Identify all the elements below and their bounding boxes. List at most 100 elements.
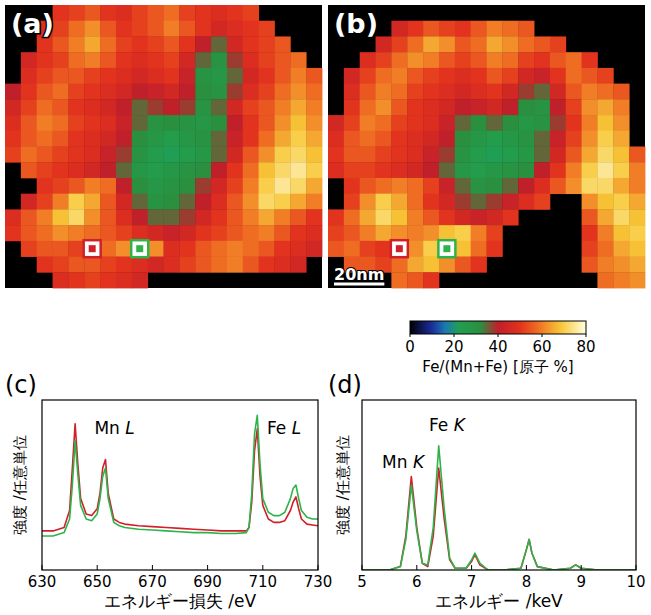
heatmap-cell [259,36,275,52]
peak-label: Fe K [429,415,467,435]
heatmap-cell [132,52,148,68]
heatmap-cell [100,84,116,100]
heatmap-cell [148,257,164,273]
heatmap-cell [100,209,116,225]
heatmap-cell [84,68,100,84]
heatmap-cell [613,257,629,273]
heatmap-cell [471,162,487,178]
heatmap-cell [471,115,487,131]
heatmap-cell [423,21,439,37]
heatmap-cell [68,241,84,257]
heatmap-cell [290,84,306,100]
heatmap-cell [164,178,180,194]
heatmap-cell [566,162,582,178]
heatmap-cell [148,99,164,115]
heatmap-cell [274,131,290,147]
x-tick [262,565,263,570]
x-tick [97,565,98,570]
x-tick-label: 5 [357,573,367,591]
heatmap-cell [613,225,629,241]
heatmap-cell [566,84,582,100]
region-marker [438,240,455,257]
heatmap-cell [582,147,598,163]
heatmap-cell [164,68,180,84]
heatmap-cell [597,241,613,257]
heatmap-cell [534,68,550,84]
heatmap-cell [132,241,148,257]
heatmap-cell [132,5,148,21]
heatmap-cell [344,178,360,194]
heatmap-cell [502,147,518,163]
heatmap-cell [391,178,407,194]
heatmap-cell [455,178,471,194]
heatmap-cell [195,257,211,273]
heatmap-cell [290,209,306,225]
x-tick-label: 670 [138,573,167,591]
heatmap-cell [518,84,534,100]
heatmap-cell [306,84,322,100]
heatmap-cell [195,21,211,37]
heatmap-cell [290,115,306,131]
heatmap-cell [243,84,259,100]
heatmap-cell [518,52,534,68]
heatmap-cell [487,52,503,68]
heatmap-cell [195,194,211,210]
heatmap-cell [37,241,53,257]
heatmap-cell [376,99,392,115]
heatmap-cell [211,162,227,178]
heatmap: 20nm(b) [328,5,645,288]
heatmap-cell [376,115,392,131]
heatmap-cell [582,68,598,84]
heatmap-cell [455,36,471,52]
heatmap-cell [487,178,503,194]
heatmap-cell [407,21,423,37]
heatmap-cell [164,241,180,257]
heatmap-cell [211,52,227,68]
heatmap-cell [518,36,534,52]
heatmap-cell [164,5,180,21]
heatmap-cell [37,131,53,147]
heatmap-cell [306,162,322,178]
heatmap-cell [534,36,550,52]
heatmap-cell [259,52,275,68]
heatmap-cell [227,99,243,115]
heatmap-cell [360,209,376,225]
heatmap-cell [37,52,53,68]
peak-label: Fe L [267,418,301,438]
heatmap-cell [100,36,116,52]
heatmap-cell [179,36,195,52]
heatmap-cell [37,194,53,210]
heatmap-cell [53,68,69,84]
heatmap-cell [227,36,243,52]
heatmap-cell [455,194,471,210]
heatmap-cell [439,115,455,131]
heatmap-cell [391,225,407,241]
heatmap-cell [68,194,84,210]
heatmap-cell [243,194,259,210]
y-axis-title: 強度 /任意単位 [334,435,352,535]
heatmap-cell [243,162,259,178]
heatmap-cell [391,84,407,100]
heatmap-cell [423,194,439,210]
heatmap-cell [471,194,487,210]
heatmap-cell [423,257,439,273]
heatmap-cell [227,84,243,100]
heatmap-cell [132,194,148,210]
heatmap-cell [534,115,550,131]
heatmap-cell [37,99,53,115]
heatmap-cell [550,36,566,52]
heatmap-cell [629,178,645,194]
heatmap-cell [597,99,613,115]
heatmap-cell [391,99,407,115]
heatmap-cell [423,241,439,257]
heatmap-cell [84,131,100,147]
x-tick [207,565,208,570]
heatmap-cell [164,52,180,68]
heatmap-cell [550,99,566,115]
heatmap-cell [439,52,455,68]
heatmap-cell [582,257,598,273]
heatmap-cell [84,209,100,225]
heatmap-cell [68,68,84,84]
heatmap-cell [455,115,471,131]
heatmap-cell [471,257,487,273]
